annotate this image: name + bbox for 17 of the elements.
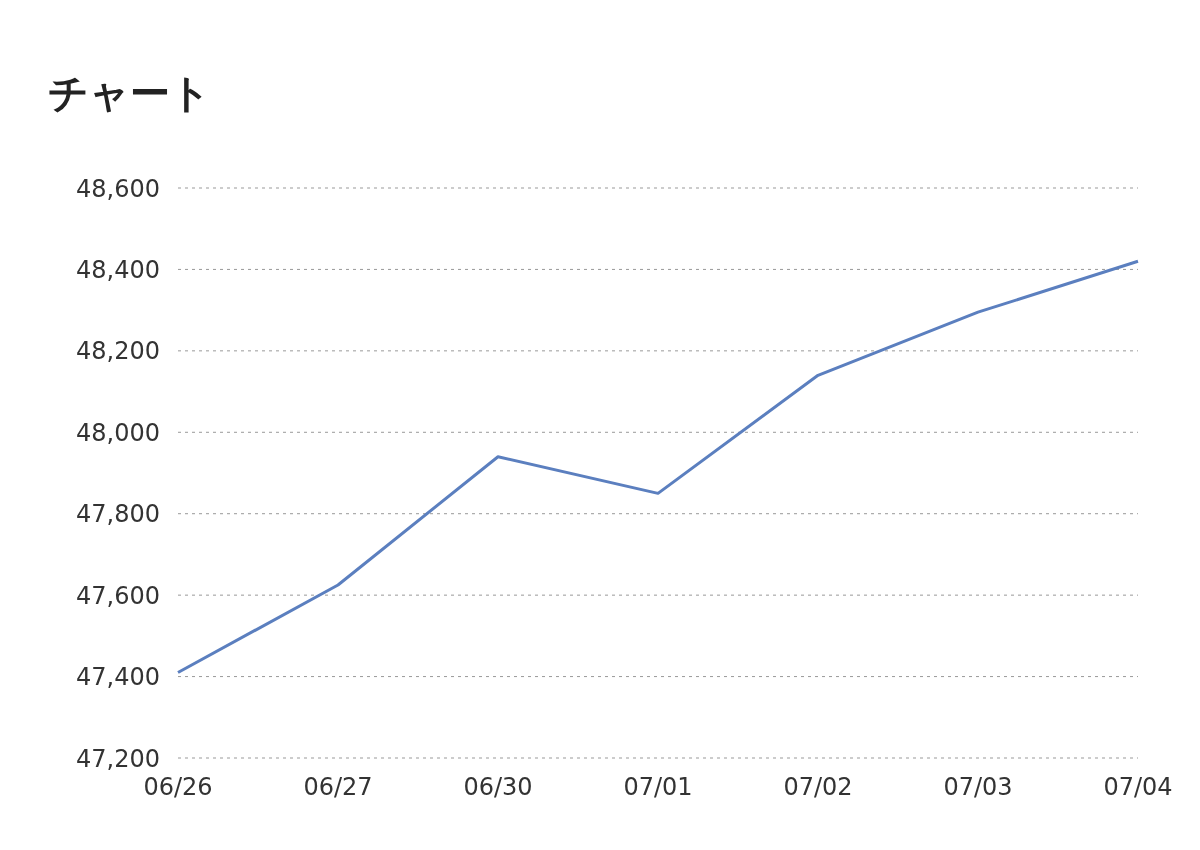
line-series bbox=[176, 259, 1140, 674]
y-tick-label: 47,800 bbox=[76, 500, 160, 529]
y-tick-label: 47,200 bbox=[76, 744, 160, 773]
x-tick-label: 07/02 bbox=[783, 773, 853, 802]
x-tick-label: 06/27 bbox=[303, 773, 373, 802]
y-tick-label: 47,400 bbox=[76, 663, 160, 692]
x-tick-label: 07/03 bbox=[943, 773, 1013, 802]
y-tick-label: 48,200 bbox=[76, 337, 160, 366]
x-tick-label: 06/30 bbox=[463, 773, 533, 802]
y-tick-label: 48,000 bbox=[76, 418, 160, 447]
chart-title: チャート bbox=[48, 69, 211, 118]
y-tick-label: 47,600 bbox=[76, 581, 160, 610]
y-tick-label: 48,400 bbox=[76, 255, 160, 284]
x-tick-label: 07/04 bbox=[1103, 773, 1173, 802]
y-tick-label: 48,600 bbox=[76, 174, 160, 203]
x-tick-label: 06/26 bbox=[143, 773, 213, 802]
x-tick-label: 07/01 bbox=[623, 773, 693, 802]
